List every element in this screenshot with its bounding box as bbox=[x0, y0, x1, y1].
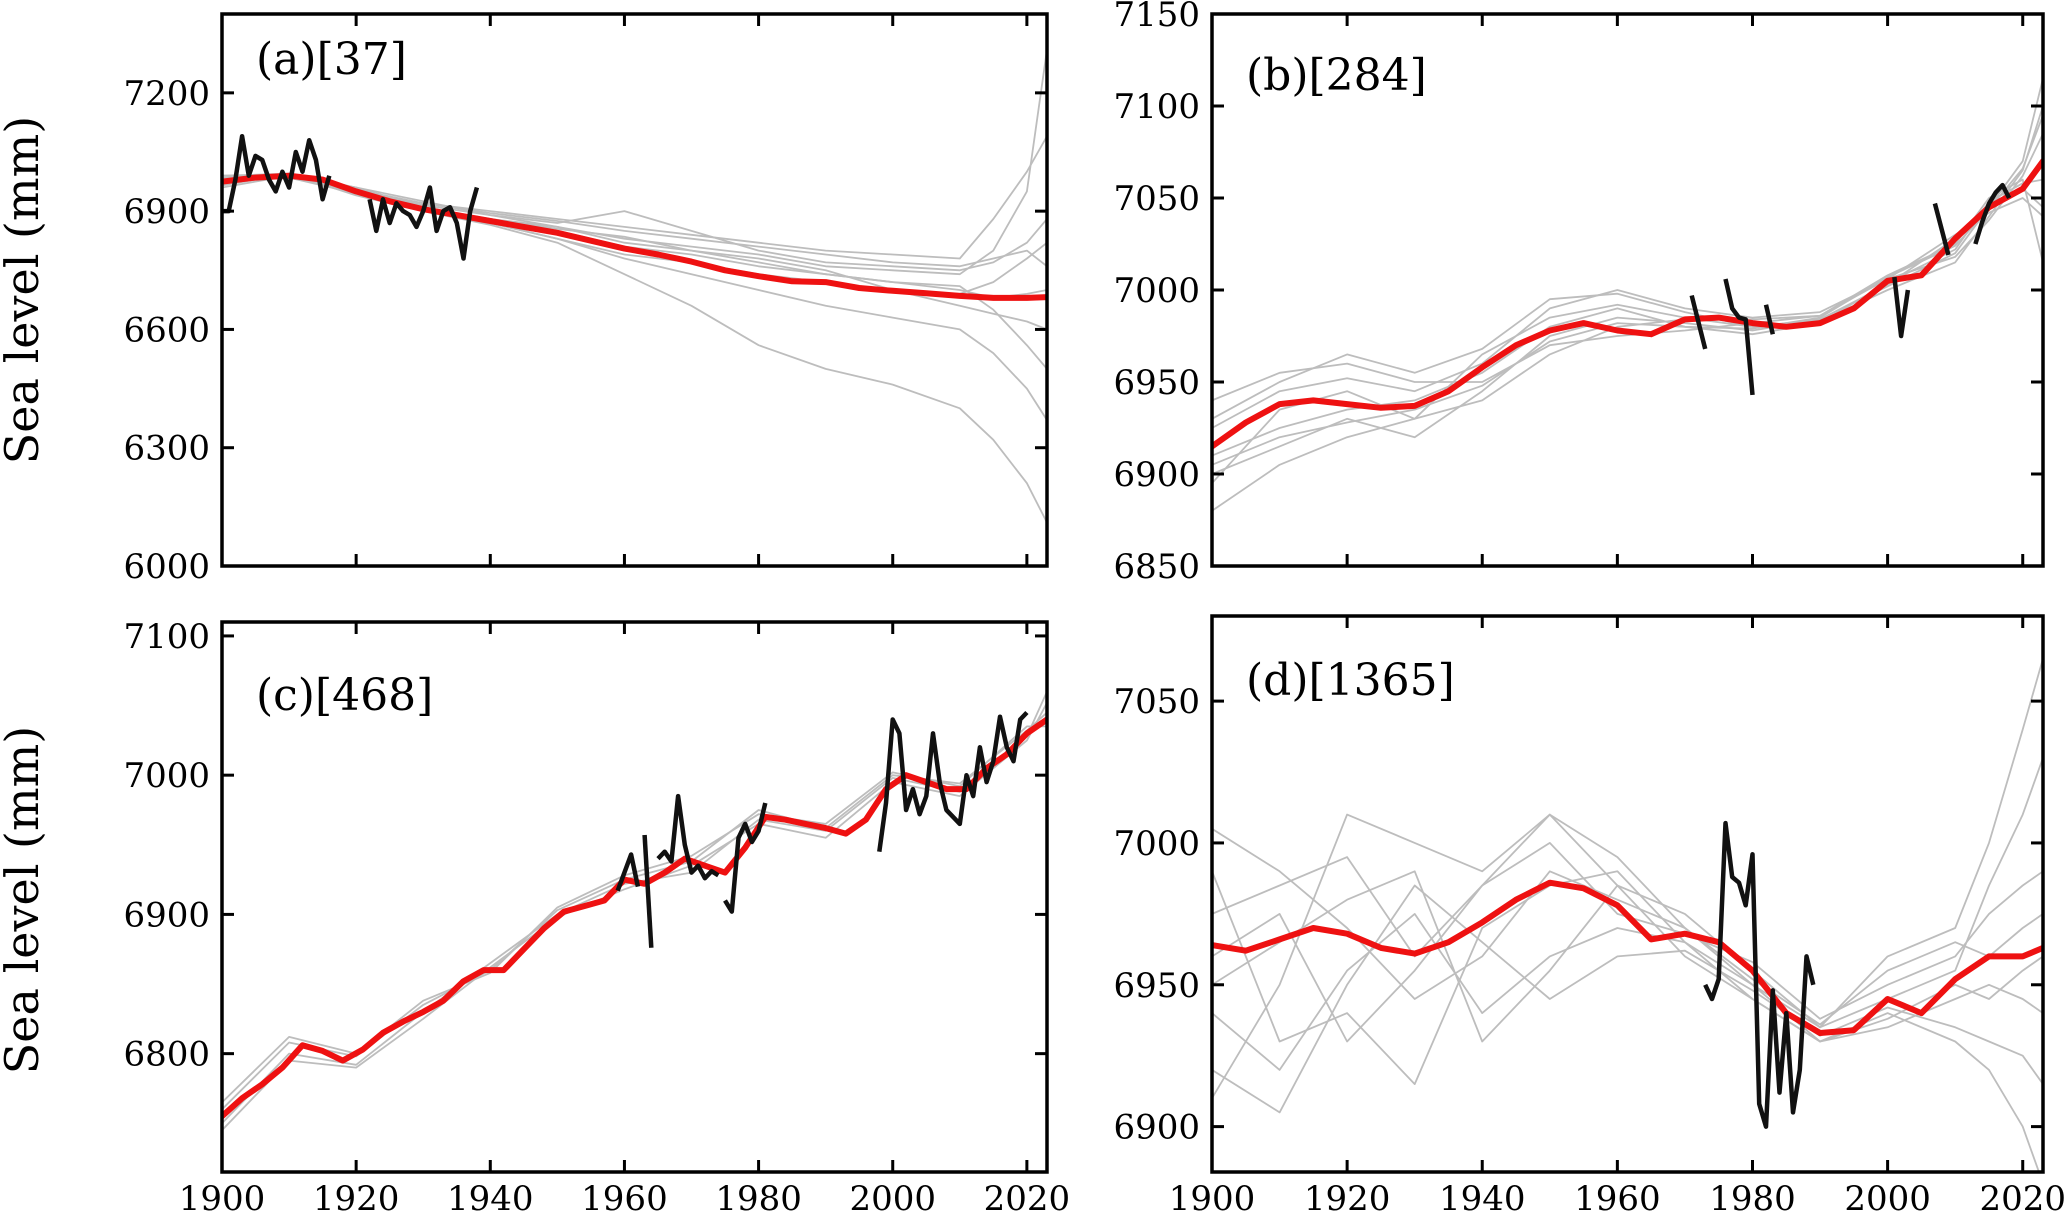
y-tick-label-c-3: 7100 bbox=[123, 617, 210, 657]
observed-line-a-1 bbox=[367, 185, 480, 261]
y-tick-label-b-3: 7000 bbox=[1113, 271, 1200, 311]
observed-line-b-5 bbox=[1973, 182, 2012, 245]
observed-line-c-2 bbox=[656, 793, 720, 881]
observed-line-d-0 bbox=[1703, 820, 1816, 1129]
y-axis-label-top: Sea level (mm) bbox=[0, 116, 49, 464]
ensemble-line-b-5 bbox=[1212, 133, 2043, 484]
mean-line-a bbox=[222, 172, 1047, 301]
observed-line-b-2 bbox=[1763, 304, 1775, 335]
x-tick-label-d-6: 2020 bbox=[1979, 1179, 2066, 1215]
observed-line-a-0 bbox=[222, 133, 332, 214]
y-tick-label-a-0: 6000 bbox=[123, 547, 210, 587]
x-tick-label-d-1: 1920 bbox=[1304, 1179, 1391, 1215]
plot-frame-c bbox=[220, 620, 1049, 1174]
y-tick-label-c-0: 6800 bbox=[123, 1035, 210, 1075]
y-tick-label-a-4: 7200 bbox=[123, 74, 210, 114]
observed-line-b-4 bbox=[1932, 202, 1951, 256]
ensemble-line-d-3 bbox=[1212, 913, 2043, 1071]
y-tick-label-a-3: 6900 bbox=[123, 192, 210, 232]
ensemble-line-c-0 bbox=[222, 702, 1047, 1131]
plot-area-d bbox=[1212, 658, 2043, 1172]
observed-line-c-0 bbox=[615, 852, 641, 892]
plot-frame-a bbox=[220, 12, 1049, 568]
y-tick-label-b-5: 7100 bbox=[1113, 87, 1200, 127]
ensemble-line-c-3 bbox=[222, 711, 1047, 1110]
observed-line-c-3 bbox=[723, 802, 768, 914]
y-tick-label-d-3: 7050 bbox=[1113, 682, 1200, 722]
plot-area-a bbox=[222, 49, 1047, 524]
y-tick-label-d-2: 7000 bbox=[1113, 824, 1200, 864]
x-tick-label-d-3: 1960 bbox=[1574, 1179, 1661, 1215]
panel-b: (b)[284] 6850 6900 6950 7000 7050 7100 7150 bbox=[1113, 0, 2045, 587]
ensemble-line-a-1 bbox=[222, 172, 1047, 524]
y-tick-label-a-1: 6300 bbox=[123, 429, 210, 469]
x-tick-label-c-3: 1960 bbox=[581, 1179, 668, 1215]
x-tick-label-d-5: 2000 bbox=[1844, 1179, 1931, 1215]
x-tick-label-d-4: 1980 bbox=[1709, 1179, 1796, 1215]
panel-c: (c)[468] 1900 1920 1940 1960 1980 2000 2020 680… bbox=[123, 617, 1070, 1215]
ensemble-line-d-6 bbox=[1212, 828, 2043, 1026]
y-tick-label-d-0: 6900 bbox=[1113, 1108, 1200, 1148]
panel-label-b: (b)[284] bbox=[1246, 50, 1427, 101]
x-tick-label-d-2: 1940 bbox=[1439, 1179, 1526, 1215]
observed-line-b-0 bbox=[1689, 294, 1708, 350]
plot-area-c bbox=[222, 691, 1047, 1131]
x-tick-label-c-4: 1980 bbox=[715, 1179, 802, 1215]
x-tick-label-c-1: 1920 bbox=[313, 1179, 400, 1215]
observed-line-c-4 bbox=[877, 710, 1029, 853]
ensemble-line-d-7 bbox=[1212, 870, 2043, 1043]
plot-frame-d bbox=[1210, 614, 2045, 1174]
y-tick-label-c-1: 6900 bbox=[123, 895, 210, 935]
y-tick-label-b-6: 7150 bbox=[1113, 0, 1200, 35]
x-tick-label-d-0: 1900 bbox=[1169, 1179, 1256, 1215]
ensemble-line-b-0 bbox=[1212, 105, 2043, 512]
mean-line-b bbox=[1212, 158, 2043, 450]
panel-label-c: (c)[468] bbox=[256, 670, 433, 721]
y-tick-label-c-2: 7000 bbox=[123, 756, 210, 796]
x-tick-label-c-5: 2000 bbox=[849, 1179, 936, 1215]
ensemble-line-b-6 bbox=[1212, 187, 2043, 420]
y-tick-label-d-1: 6950 bbox=[1113, 966, 1200, 1006]
x-tick-label-c-2: 1940 bbox=[447, 1179, 534, 1215]
ensemble-line-b-1 bbox=[1212, 178, 2043, 402]
ensemble-line-a-7 bbox=[222, 174, 1047, 295]
y-tick-label-b-2: 6950 bbox=[1113, 363, 1200, 403]
plot-area-b bbox=[1212, 78, 2043, 512]
observed-line-b-3 bbox=[1892, 276, 1911, 339]
panel-d: (d)[1365] 1900 1920 1940 1960 1980 2000 2020 69… bbox=[1113, 614, 2066, 1215]
x-tick-label-c-0: 1900 bbox=[179, 1179, 266, 1215]
y-tick-label-a-2: 6600 bbox=[123, 310, 210, 350]
ensemble-line-d-0 bbox=[1212, 658, 2043, 1099]
panel-label-a: (a)[37] bbox=[256, 34, 407, 85]
x-tick-label-c-6: 2020 bbox=[984, 1179, 1071, 1215]
y-tick-label-b-1: 6900 bbox=[1113, 455, 1200, 495]
ensemble-line-a-8 bbox=[222, 174, 1047, 268]
panel-label-d: (d)[1365] bbox=[1246, 655, 1455, 706]
observed-line-b-1 bbox=[1723, 278, 1755, 396]
y-tick-label-b-4: 7050 bbox=[1113, 179, 1200, 219]
mean-line-c bbox=[222, 716, 1047, 1120]
panel-a: (a)[37] 6000 6300 6600 6900 7200 bbox=[123, 12, 1049, 587]
mean-line-d bbox=[1212, 879, 2043, 1036]
y-axis-label-bottom: Sea level (mm) bbox=[0, 726, 49, 1074]
observed-line-c-1 bbox=[642, 834, 654, 948]
y-tick-label-b-0: 6850 bbox=[1113, 547, 1200, 587]
